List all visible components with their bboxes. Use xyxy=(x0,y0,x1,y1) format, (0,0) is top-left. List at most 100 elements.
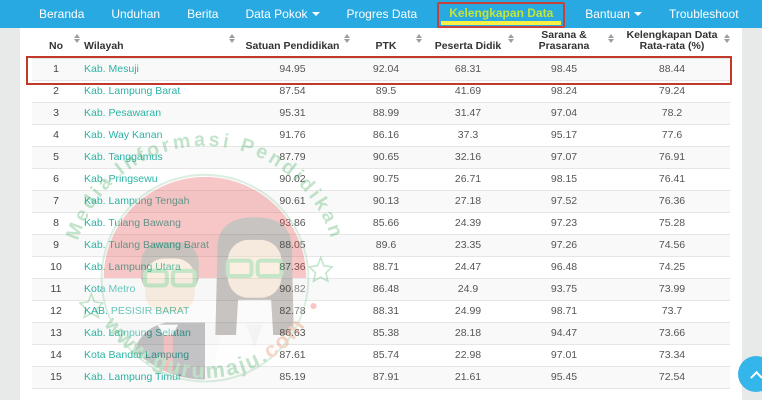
region-link[interactable]: Kab. Lampung Selatan xyxy=(84,327,191,339)
main-content: No Wilayah Satuan Pendidikan PTK Peserta Did… xyxy=(20,28,742,400)
value-cell: 9 xyxy=(32,234,80,257)
table-row-highlighted: 1 Kab. Mesuji 94.95 92.04 68.31 98.45 88.44 xyxy=(32,58,730,81)
table-row: 3 Kab. Pesawaran 95.31 88.99 31.47 97.04 78.2 xyxy=(32,102,730,125)
value-cell: 88.31 xyxy=(350,300,422,323)
value-cell: 76.41 xyxy=(614,168,730,191)
region-link[interactable]: Kab. Mesuji xyxy=(84,63,139,76)
column-header-satuan-pendidikan[interactable]: Satuan Pendidikan xyxy=(235,28,350,59)
value-cell: 95.17 xyxy=(514,124,614,147)
region-cell: Kab. Way Kanan xyxy=(80,124,235,147)
sort-icon[interactable] xyxy=(344,34,350,43)
value-cell: 6 xyxy=(32,168,80,191)
chevron-up-icon xyxy=(749,370,762,384)
nav-item-label: Data Pokok xyxy=(245,7,308,21)
value-cell: 97.52 xyxy=(514,190,614,213)
sort-icon[interactable] xyxy=(74,34,80,43)
sort-icon[interactable] xyxy=(416,34,422,43)
nav-item-label: Berita xyxy=(187,7,219,21)
nav-item-bantuan[interactable]: Bantuan xyxy=(578,4,649,24)
value-cell: 88.71 xyxy=(350,256,422,279)
column-header-label: Peserta Didik xyxy=(434,40,502,52)
value-cell: 90.75 xyxy=(350,168,422,191)
sort-icon[interactable] xyxy=(608,34,614,43)
value-cell: 28.18 xyxy=(422,322,514,345)
value-cell: 91.76 xyxy=(235,124,350,147)
column-header-sarana-prasarana[interactable]: Sarana & Prasarana xyxy=(514,28,614,59)
table-row: 2 Kab. Lampung Barat 87.54 89.5 41.69 98.24 79… xyxy=(32,80,730,103)
column-header-label: No xyxy=(49,40,63,52)
nav-item-login[interactable]: Login xyxy=(759,4,762,24)
nav-item-berita[interactable]: Berita xyxy=(180,4,225,24)
value-cell: 24.47 xyxy=(422,256,514,279)
table-row: 6 Kab. Pringsewu 90.02 90.75 26.71 98.15 76.41 xyxy=(32,168,730,191)
region-link[interactable]: Kab. Lampung Utara xyxy=(84,261,181,273)
value-cell: 95.31 xyxy=(235,102,350,125)
region-link[interactable]: Kab. Lampung Timur xyxy=(84,371,182,383)
value-cell: 87.79 xyxy=(235,146,350,169)
value-cell: 89.6 xyxy=(350,234,422,257)
value-cell: 73.7 xyxy=(614,300,730,323)
nav-item-troubleshoot[interactable]: Troubleshoot xyxy=(662,4,746,24)
region-link[interactable]: KAB. PESISIR BARAT xyxy=(84,305,190,317)
value-cell: 82.78 xyxy=(235,300,350,323)
region-link[interactable]: Kab. Way Kanan xyxy=(84,129,163,141)
value-cell: 93.86 xyxy=(235,212,350,235)
value-cell: 98.71 xyxy=(514,300,614,323)
nav-item-label: Troubleshoot xyxy=(668,7,739,21)
value-cell: 86.16 xyxy=(350,124,422,147)
value-cell: 88.05 xyxy=(235,234,350,257)
scroll-to-top-button[interactable] xyxy=(738,356,762,392)
nav-item-kelengkapan-data[interactable]: Kelengkapan Data xyxy=(437,1,566,28)
nav-item-progres-data[interactable]: Progres Data xyxy=(340,4,425,24)
chevron-down-icon xyxy=(633,12,642,16)
value-cell: 77.6 xyxy=(614,124,730,147)
region-link[interactable]: Kab. Lampung Tengah xyxy=(84,195,190,207)
value-cell: 4 xyxy=(32,124,80,147)
nav-item-data-pokok[interactable]: Data Pokok xyxy=(238,4,326,24)
table-row: 11 Kota Metro 90.82 86.48 24.9 93.75 73.99 xyxy=(32,278,730,301)
region-link[interactable]: Kab. Lampung Barat xyxy=(84,85,181,97)
region-link[interactable]: Kota Metro xyxy=(84,283,136,295)
value-cell: 14 xyxy=(32,344,80,367)
value-cell: 8 xyxy=(32,212,80,235)
value-cell: 24.39 xyxy=(422,212,514,235)
chevron-down-icon xyxy=(311,12,320,16)
sort-icon[interactable] xyxy=(229,34,235,43)
nav-item-label: Progres Data xyxy=(346,7,418,21)
value-cell: 86.63 xyxy=(235,322,350,345)
region-cell: Kota Metro xyxy=(80,278,235,301)
value-cell: 26.71 xyxy=(422,168,514,191)
value-cell: 95.45 xyxy=(514,366,614,389)
nav-item-beranda[interactable]: Beranda xyxy=(32,4,91,24)
value-cell: 13 xyxy=(32,322,80,345)
nav-item-label: Kelengkapan Data xyxy=(449,5,554,20)
column-header-label: Wilayah xyxy=(84,40,124,52)
region-link[interactable]: Kota Bandar Lampung xyxy=(84,349,190,361)
region-link[interactable]: Kab. Pesawaran xyxy=(84,107,162,119)
region-link[interactable]: Kab. Tulang Bawang Barat xyxy=(84,239,209,251)
value-cell: 97.26 xyxy=(514,234,614,257)
value-cell: 97.07 xyxy=(514,146,614,169)
column-header-wilayah[interactable]: Wilayah xyxy=(80,28,235,59)
region-link[interactable]: Kab. Pringsewu xyxy=(84,173,158,185)
region-link[interactable]: Kab. Tulang Bawang xyxy=(84,217,181,229)
value-cell: 86.48 xyxy=(350,278,422,301)
region-cell: Kab. Lampung Selatan xyxy=(80,322,235,345)
region-cell: Kab. Pringsewu xyxy=(80,168,235,191)
column-header-no[interactable]: No xyxy=(32,28,80,59)
sort-icon[interactable] xyxy=(724,34,730,43)
value-cell: 73.34 xyxy=(614,344,730,367)
nav-item-label: Unduhan xyxy=(111,7,161,21)
value-cell: 90.13 xyxy=(350,190,422,213)
column-header-ptk[interactable]: PTK xyxy=(350,28,422,59)
value-cell: 32.16 xyxy=(422,146,514,169)
value-cell: 97.23 xyxy=(514,212,614,235)
sort-icon[interactable] xyxy=(508,34,514,43)
value-cell: 73.66 xyxy=(614,322,730,345)
region-link[interactable]: Kab. Tanggamus xyxy=(84,151,163,163)
value-cell: 23.35 xyxy=(422,234,514,257)
column-header-peserta-didik[interactable]: Peserta Didik xyxy=(422,28,514,59)
value-cell: 88.99 xyxy=(350,102,422,125)
nav-item-unduhan[interactable]: Unduhan xyxy=(104,4,167,24)
